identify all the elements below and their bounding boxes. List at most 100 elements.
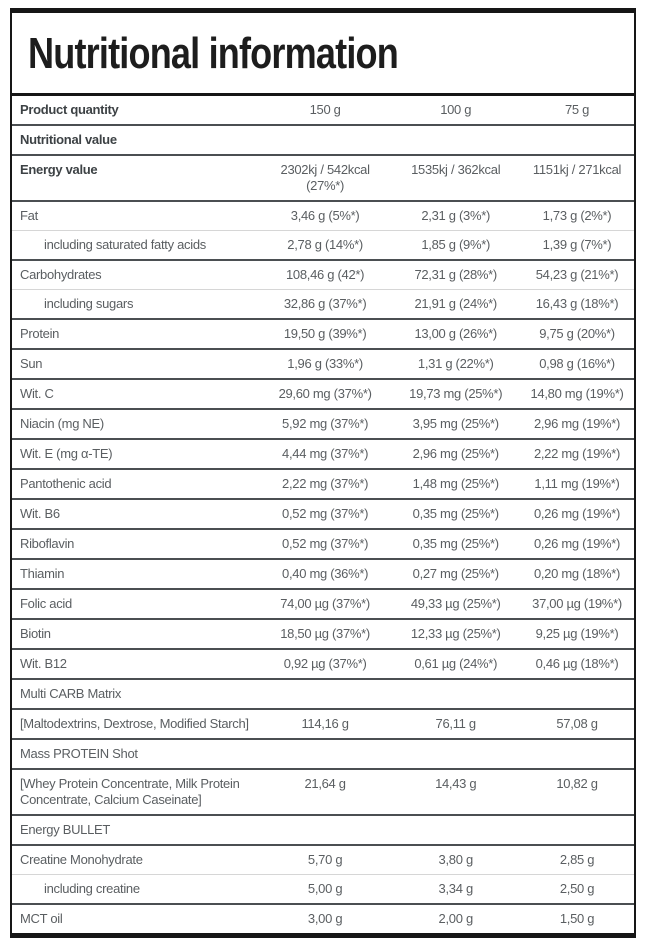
row-value: 2,22 mg (37%*)	[282, 476, 369, 491]
row-label: Niacin (mg NE)	[20, 416, 104, 431]
row-label: Mass PROTEIN Shot	[20, 746, 138, 761]
table-row: Energy value 2302kj / 542kcal (27%*) 1535k…	[12, 155, 634, 201]
row-value: 14,43 g	[435, 776, 477, 791]
row-label: including creatine	[44, 881, 140, 896]
row-value: 16,43 g (18%*)	[535, 296, 619, 311]
table-row: Mass PROTEIN Shot	[12, 739, 634, 769]
table-row: Biotin 18,50 µg (37%*) 12,33 µg (25%*) 9,25…	[12, 619, 634, 649]
table-row: Sun 1,96 g (33%*) 1,31 g (22%*) 0,98 g (16%…	[12, 349, 634, 379]
row-value: 2,96 mg (19%*)	[533, 416, 621, 431]
row-value: 0,40 mg (36%*)	[282, 566, 369, 581]
table-row: including saturated fatty acids 2,78 g (1…	[12, 230, 634, 261]
row-value: 9,75 g (20%*)	[539, 326, 615, 341]
row-value: 1,39 g (7%*)	[542, 237, 612, 252]
row-value: 0,61 µg (24%*)	[414, 656, 498, 671]
row-value: 0,52 mg (37%*)	[282, 536, 369, 551]
row-value: 9,25 µg (19%*)	[535, 626, 619, 641]
row-label: Biotin	[20, 626, 51, 641]
row-value: 2,22 mg (19%*)	[533, 446, 621, 461]
row-value: 75 g	[564, 102, 590, 117]
table-row: Fat 3,46 g (5%*) 2,31 g (3%*) 1,73 g (2%*)	[12, 201, 634, 231]
table-row: Folic acid 74,00 µg (37%*) 49,33 µg (25%*)…	[12, 589, 634, 619]
row-label: Energy value	[20, 162, 98, 177]
nutrition-table: Product quantity 150 g 100 g 75 g Nutritiona…	[12, 96, 634, 933]
row-label: MCT oil	[20, 911, 63, 926]
row-value: 1535kj / 362kcal	[411, 162, 501, 177]
row-value: 100 g	[440, 102, 472, 117]
row-value: 108,46 g (42*)	[286, 267, 365, 282]
row-value: 3,95 mg (25%*)	[412, 416, 499, 431]
table-row: Protein 19,50 g (39%*) 13,00 g (26%*) 9,75 …	[12, 319, 634, 349]
row-value: 1,85 g (9%*)	[421, 237, 491, 252]
row-value: 0,35 mg (25%*)	[412, 506, 499, 521]
row-value: 0,20 mg (18%*)	[533, 566, 621, 581]
row-value: 1,96 g (33%*)	[287, 356, 363, 371]
row-value: 21,64 g	[304, 776, 346, 791]
row-value: 0,35 mg (25%*)	[412, 536, 499, 551]
row-value: 1,50 g	[559, 911, 595, 926]
table-row: Creatine Monohydrate 5,70 g 3,80 g 2,85 g	[12, 845, 634, 875]
row-value: 0,26 mg (19%*)	[533, 536, 621, 551]
row-label: Creatine Monohydrate	[20, 852, 143, 867]
row-value: 0,46 µg (18%*)	[535, 656, 619, 671]
table-row: Nutritional value	[12, 125, 634, 155]
row-label: Energy BULLET	[20, 822, 111, 837]
table-row: Wit. B6 0,52 mg (37%*) 0,35 mg (25%*) 0,26 …	[12, 499, 634, 529]
table-row: Niacin (mg NE) 5,92 mg (37%*) 3,95 mg (25%…	[12, 409, 634, 439]
row-value: 1,73 g (2%*)	[542, 208, 612, 223]
row-value: 2,85 g	[559, 852, 595, 867]
row-label: [Maltodextrins, Dextrose, Modified Starc…	[20, 716, 249, 731]
row-value: 2,50 g	[559, 881, 595, 896]
row-value: 54,23 g (21%*)	[535, 267, 619, 282]
row-value: 3,00 g	[307, 911, 343, 926]
row-value: 72,31 g (28%*)	[414, 267, 497, 282]
row-value: 74,00 µg (37%*)	[280, 596, 370, 611]
table-row: Carbohydrates 108,46 g (42*) 72,31 g (28%*…	[12, 260, 634, 290]
row-label: Thiamin	[20, 566, 65, 581]
row-value: 32,86 g (37%*)	[283, 296, 367, 311]
row-value: 3,46 g (5%*)	[290, 208, 360, 223]
row-label: Wit. B12	[20, 656, 67, 671]
row-value: 5,70 g	[307, 852, 343, 867]
row-label: Wit. C	[20, 386, 54, 401]
row-label: Nutritional value	[20, 132, 117, 147]
table-row: Energy BULLET	[12, 815, 634, 845]
row-value: 2,78 g (14%*)	[287, 237, 363, 252]
row-value: 5,00 g	[307, 881, 343, 896]
row-value: 0,52 mg (37%*)	[282, 506, 369, 521]
row-label: Protein	[20, 326, 60, 341]
table-row: Thiamin 0,40 mg (36%*) 0,27 mg (25%*) 0,20 …	[12, 559, 634, 589]
row-value: 3,34 g	[438, 881, 474, 896]
nutrition-table-body: Product quantity 150 g 100 g 75 g Nutritiona…	[12, 96, 634, 933]
row-value: 18,50 µg (37%*)	[280, 626, 370, 641]
table-row: including sugars 32,86 g (37%*) 21,91 g (2…	[12, 289, 634, 320]
row-label: Product quantity	[20, 102, 119, 117]
row-value: 0,26 mg (19%*)	[533, 506, 621, 521]
row-label: Multi CARB Matrix	[20, 686, 122, 701]
row-value: 2302kj / 542kcal (27%*)	[280, 162, 370, 193]
row-value: 29,60 mg (37%*)	[278, 386, 372, 401]
row-value: 0,27 mg (25%*)	[412, 566, 499, 581]
nutrition-panel: Nutritional information Product quantity…	[10, 8, 636, 938]
row-value: 1,31 g (22%*)	[417, 356, 494, 371]
row-value: 19,50 g (39%*)	[283, 326, 367, 341]
page-title: Nutritional information	[28, 29, 399, 78]
row-value: 0,98 g (16%*)	[539, 356, 615, 371]
row-value: 21,91 g (24%*)	[414, 296, 497, 311]
row-value: 5,92 mg (37%*)	[282, 416, 369, 431]
row-value: 37,00 µg (19%*)	[532, 596, 622, 611]
table-row: Product quantity 150 g 100 g 75 g	[12, 96, 634, 125]
table-row: Wit. B12 0,92 µg (37%*) 0,61 µg (24%*) 0,46…	[12, 649, 634, 679]
row-value: 1151kj / 271kcal	[532, 162, 622, 177]
table-row: MCT oil 3,00 g 2,00 g 1,50 g	[12, 904, 634, 933]
row-label: Sun	[20, 356, 43, 371]
row-value: 2,96 mg (25%*)	[412, 446, 499, 461]
table-row: Multi CARB Matrix	[12, 679, 634, 709]
row-value: 76,11 g	[435, 716, 477, 731]
table-row: [Maltodextrins, Dextrose, Modified Starc…	[12, 709, 634, 739]
row-value: 3,80 g	[438, 852, 474, 867]
row-label: including sugars	[44, 296, 134, 311]
row-value: 114,16 g	[301, 716, 349, 731]
row-value: 14,80 mg (19%*)	[530, 386, 624, 401]
row-value: 1,48 mg (25%*)	[412, 476, 499, 491]
